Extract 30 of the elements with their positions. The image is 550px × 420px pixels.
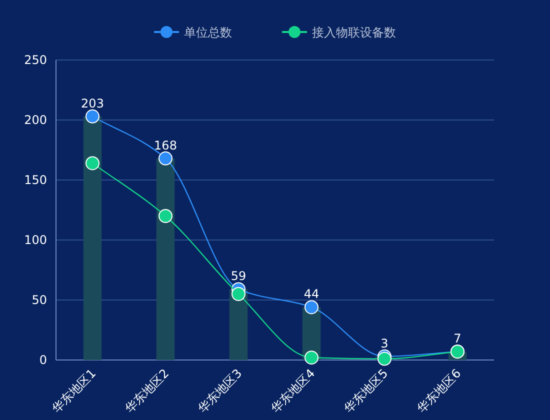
data-label: 203 (81, 96, 104, 110)
data-label: 168 (154, 138, 177, 152)
data-label: 3 (380, 336, 388, 350)
x-tick-label: 华东地区4 (268, 366, 318, 416)
x-tick-label: 华东地区5 (341, 366, 391, 416)
point (86, 156, 100, 170)
x-tick-label: 华东地区1 (49, 366, 99, 416)
y-tick-label: 0 (39, 353, 47, 367)
legend-label: 接入物联设备数 (312, 26, 396, 40)
y-tick-label: 250 (24, 53, 47, 67)
y-tick-label: 150 (24, 173, 47, 187)
point (158, 209, 172, 223)
bar (156, 158, 175, 360)
x-tick-label: 华东地区3 (195, 366, 245, 416)
point (304, 350, 318, 365)
y-tick-label: 50 (32, 293, 47, 307)
data-label: 59 (230, 269, 246, 284)
data-label: 44 (304, 287, 320, 302)
y-tick-label: 200 (24, 113, 47, 127)
bar (83, 116, 102, 360)
legend-label: 单位总数 (184, 26, 232, 40)
point (158, 151, 172, 166)
point (232, 287, 246, 301)
point (86, 109, 100, 124)
x-tick-label: 华东地区6 (414, 366, 464, 416)
point (304, 300, 318, 314)
data-label: 7 (454, 332, 462, 346)
y-tick-label: 100 (24, 233, 47, 247)
point (378, 352, 392, 366)
x-tick-label: 华东地区2 (122, 366, 172, 416)
